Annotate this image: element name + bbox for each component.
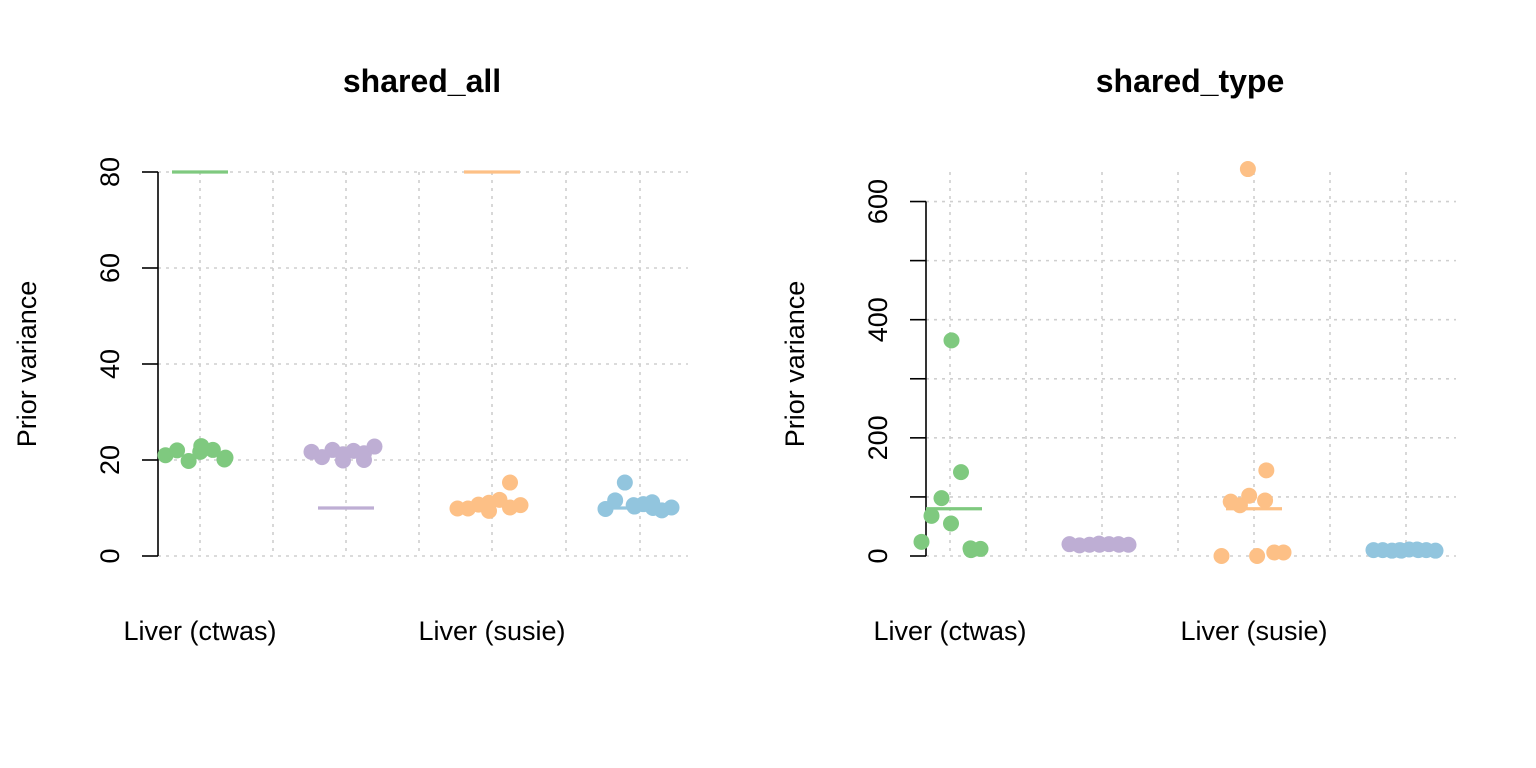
data-point: [1213, 548, 1230, 564]
y-tick-label: 400: [863, 297, 893, 342]
y-tick-label: 60: [95, 253, 125, 283]
y-tick-label: 80: [95, 157, 125, 187]
data-point: [1120, 536, 1137, 553]
data-point: [943, 515, 959, 532]
data-point: [180, 452, 197, 469]
data-point: [1275, 544, 1292, 561]
panel-title: shared_all: [343, 63, 501, 99]
data-point: [933, 490, 950, 507]
series-3: [597, 474, 680, 519]
y-tick-label: 20: [95, 445, 125, 475]
y-tick-label: 0: [863, 548, 893, 563]
data-point: [204, 441, 221, 458]
data-point: [913, 533, 930, 550]
data-point: [943, 332, 960, 349]
series-2: [449, 170, 529, 519]
panel-shared-all: shared_all Prior variance 0 20 40 60 80 Liver (…: [12, 63, 688, 646]
y-tick-label: 200: [863, 415, 893, 460]
data-point: [1258, 462, 1275, 479]
data-point: [169, 442, 186, 459]
data-point: [502, 474, 518, 491]
data-point: [663, 499, 680, 516]
category-label: Liver (ctwas): [873, 616, 1026, 646]
series-3: [1365, 541, 1444, 559]
data-point: [923, 507, 940, 524]
data-point: [972, 540, 989, 557]
data-point: [1249, 548, 1266, 564]
data-point: [616, 474, 633, 491]
data-point: [366, 438, 383, 455]
series-2: [1213, 161, 1292, 564]
category-label: Liver (ctwas): [123, 616, 276, 646]
y-tick-label: 40: [95, 349, 125, 379]
data-point: [217, 449, 234, 466]
data-point: [1427, 542, 1444, 559]
series-0: [913, 332, 989, 559]
series-0: [157, 170, 234, 469]
y-axis-label: Prior variance: [780, 281, 810, 448]
panel-shared-type: shared_type Prior variance 0 200 400 600 Liver…: [780, 63, 1456, 646]
series-1: [1061, 535, 1137, 554]
y-tick-label: 600: [863, 179, 893, 224]
series-1: [303, 438, 383, 510]
data-point: [1257, 492, 1274, 509]
data-point: [1239, 161, 1256, 178]
data-point: [607, 492, 624, 509]
data-point: [953, 464, 969, 481]
y-axis-label: Prior variance: [12, 281, 42, 448]
data-point: [512, 497, 529, 514]
data-point: [1241, 487, 1258, 504]
panel-title: shared_type: [1096, 63, 1285, 99]
category-label: Liver (susie): [418, 616, 565, 646]
category-label: Liver (susie): [1180, 616, 1327, 646]
data-point: [481, 502, 497, 519]
y-tick-label: 0: [95, 548, 125, 563]
